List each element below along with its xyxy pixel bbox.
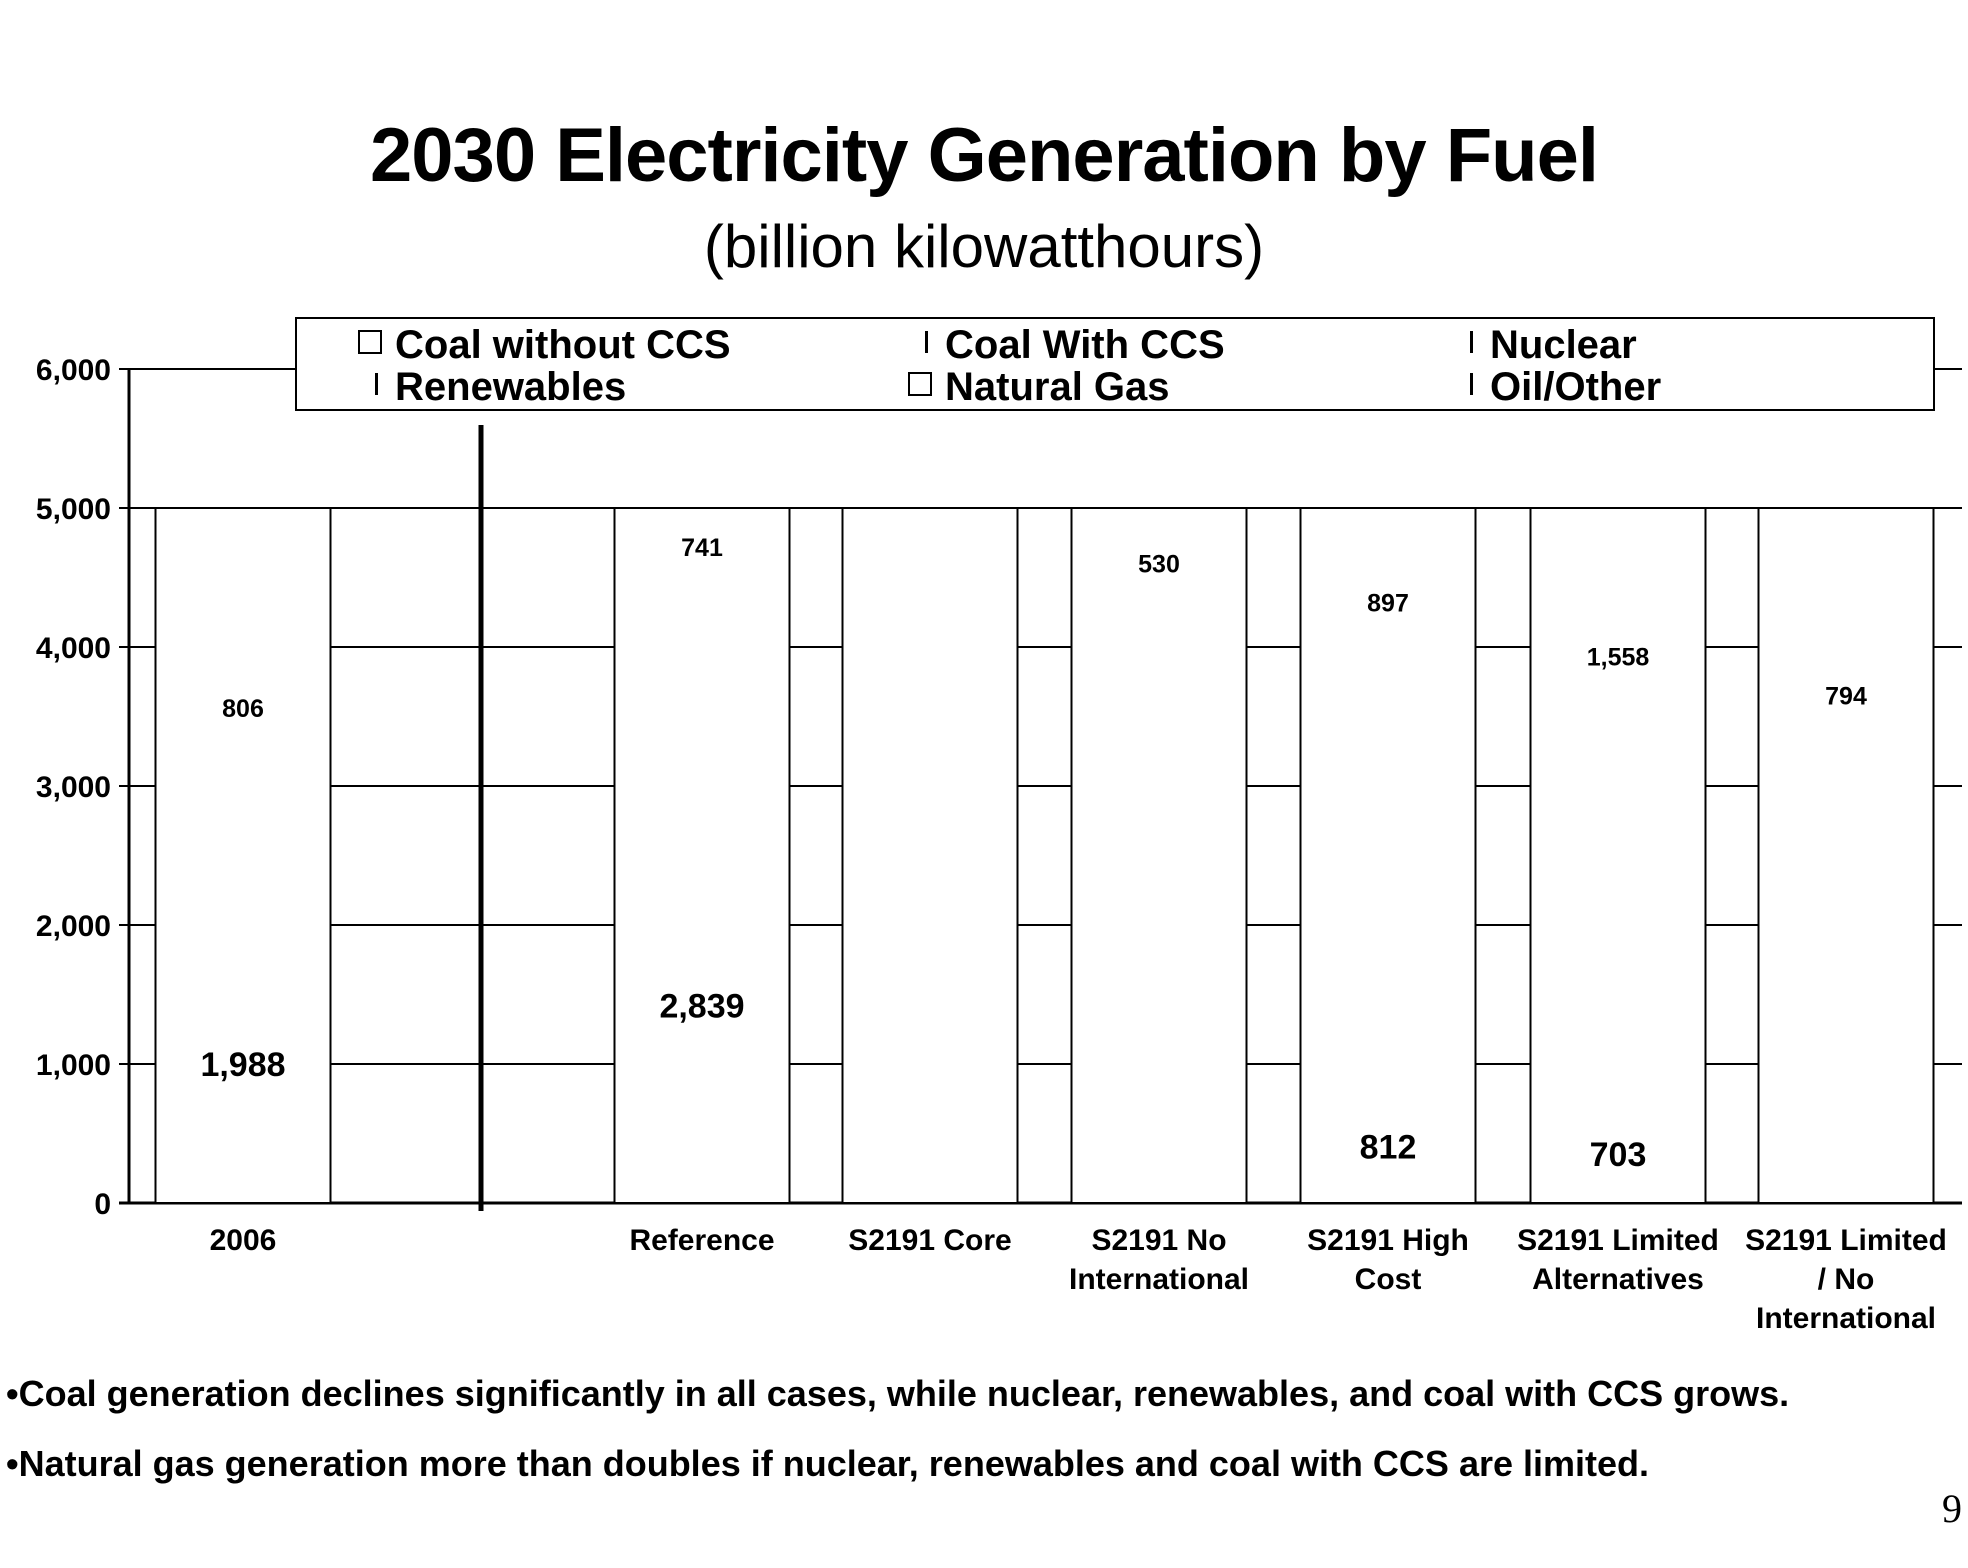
legend-item: Renewables xyxy=(395,365,626,409)
legend-item: Natural Gas xyxy=(945,365,1170,409)
legend-swatch xyxy=(1470,373,1473,395)
data-label: 530 xyxy=(1138,551,1180,579)
legend-item: Nuclear xyxy=(1490,323,1637,367)
x-tick-label: S2191 Core xyxy=(848,1224,1011,1257)
data-label: 897 xyxy=(1367,590,1409,618)
data-label: 1,558 xyxy=(1587,644,1650,672)
chart-title: 2030 Electricity Generation by Fuel xyxy=(370,113,1599,198)
legend-item: Coal without CCS xyxy=(395,323,731,367)
y-tick-label: 0 xyxy=(94,1188,111,1221)
x-tick-label: Alternatives xyxy=(1532,1263,1704,1296)
y-tick-label: 4,000 xyxy=(36,632,111,665)
data-label: 806 xyxy=(222,695,264,723)
y-tick-label: 6,000 xyxy=(36,354,111,387)
bullet-list: •Coal generation declines significantly … xyxy=(6,1372,1789,1512)
data-label: 703 xyxy=(1590,1136,1647,1174)
x-tick-label: International xyxy=(1756,1302,1936,1335)
legend-swatch xyxy=(925,331,928,353)
x-tick-label: International xyxy=(1069,1263,1249,1296)
bar-5 xyxy=(1529,507,1707,1204)
data-label: 794 xyxy=(1825,683,1867,711)
x-tick-label: / No xyxy=(1818,1263,1875,1296)
x-tick-label: S2191 Limited xyxy=(1745,1224,1947,1257)
y-tick-label: 2,000 xyxy=(36,910,111,943)
bullet-item: •Coal generation declines significantly … xyxy=(6,1373,1790,1414)
legend-swatch xyxy=(358,330,382,354)
x-tick-label: S2191 Limited xyxy=(1517,1224,1719,1257)
data-label: 1,988 xyxy=(200,1046,285,1084)
x-tick-label: Cost xyxy=(1355,1263,1422,1296)
y-tick-label: 1,000 xyxy=(36,1049,111,1082)
legend-swatch xyxy=(908,372,932,396)
bar-0 xyxy=(154,507,332,1204)
bar-2 xyxy=(841,507,1019,1204)
x-tick-label: Reference xyxy=(629,1224,774,1257)
page-number: 9 xyxy=(1942,1486,1962,1531)
data-label: 741 xyxy=(681,534,723,562)
y-tick-label: 5,000 xyxy=(36,493,111,526)
x-tick-label: S2191 High xyxy=(1307,1224,1469,1257)
y-tick-label: 3,000 xyxy=(36,771,111,804)
data-label: 812 xyxy=(1360,1129,1417,1167)
legend-item: Oil/Other xyxy=(1490,365,1661,409)
legend-item: Coal With CCS xyxy=(945,323,1225,367)
bar-1 xyxy=(613,507,791,1204)
chart-subtitle: (billion kilowatthours) xyxy=(703,213,1265,280)
legend-swatch xyxy=(375,373,378,395)
bar-6 xyxy=(1757,507,1935,1204)
bar-3 xyxy=(1070,507,1248,1204)
legend-box xyxy=(295,317,1935,411)
x-tick-label: S2191 No xyxy=(1091,1224,1226,1257)
data-label: 2,839 xyxy=(659,988,744,1026)
bullet-item: •Natural gas generation more than double… xyxy=(6,1443,1650,1484)
bar-4 xyxy=(1299,507,1477,1204)
legend-swatch xyxy=(1470,331,1473,353)
x-tick-label: 2006 xyxy=(210,1224,277,1257)
